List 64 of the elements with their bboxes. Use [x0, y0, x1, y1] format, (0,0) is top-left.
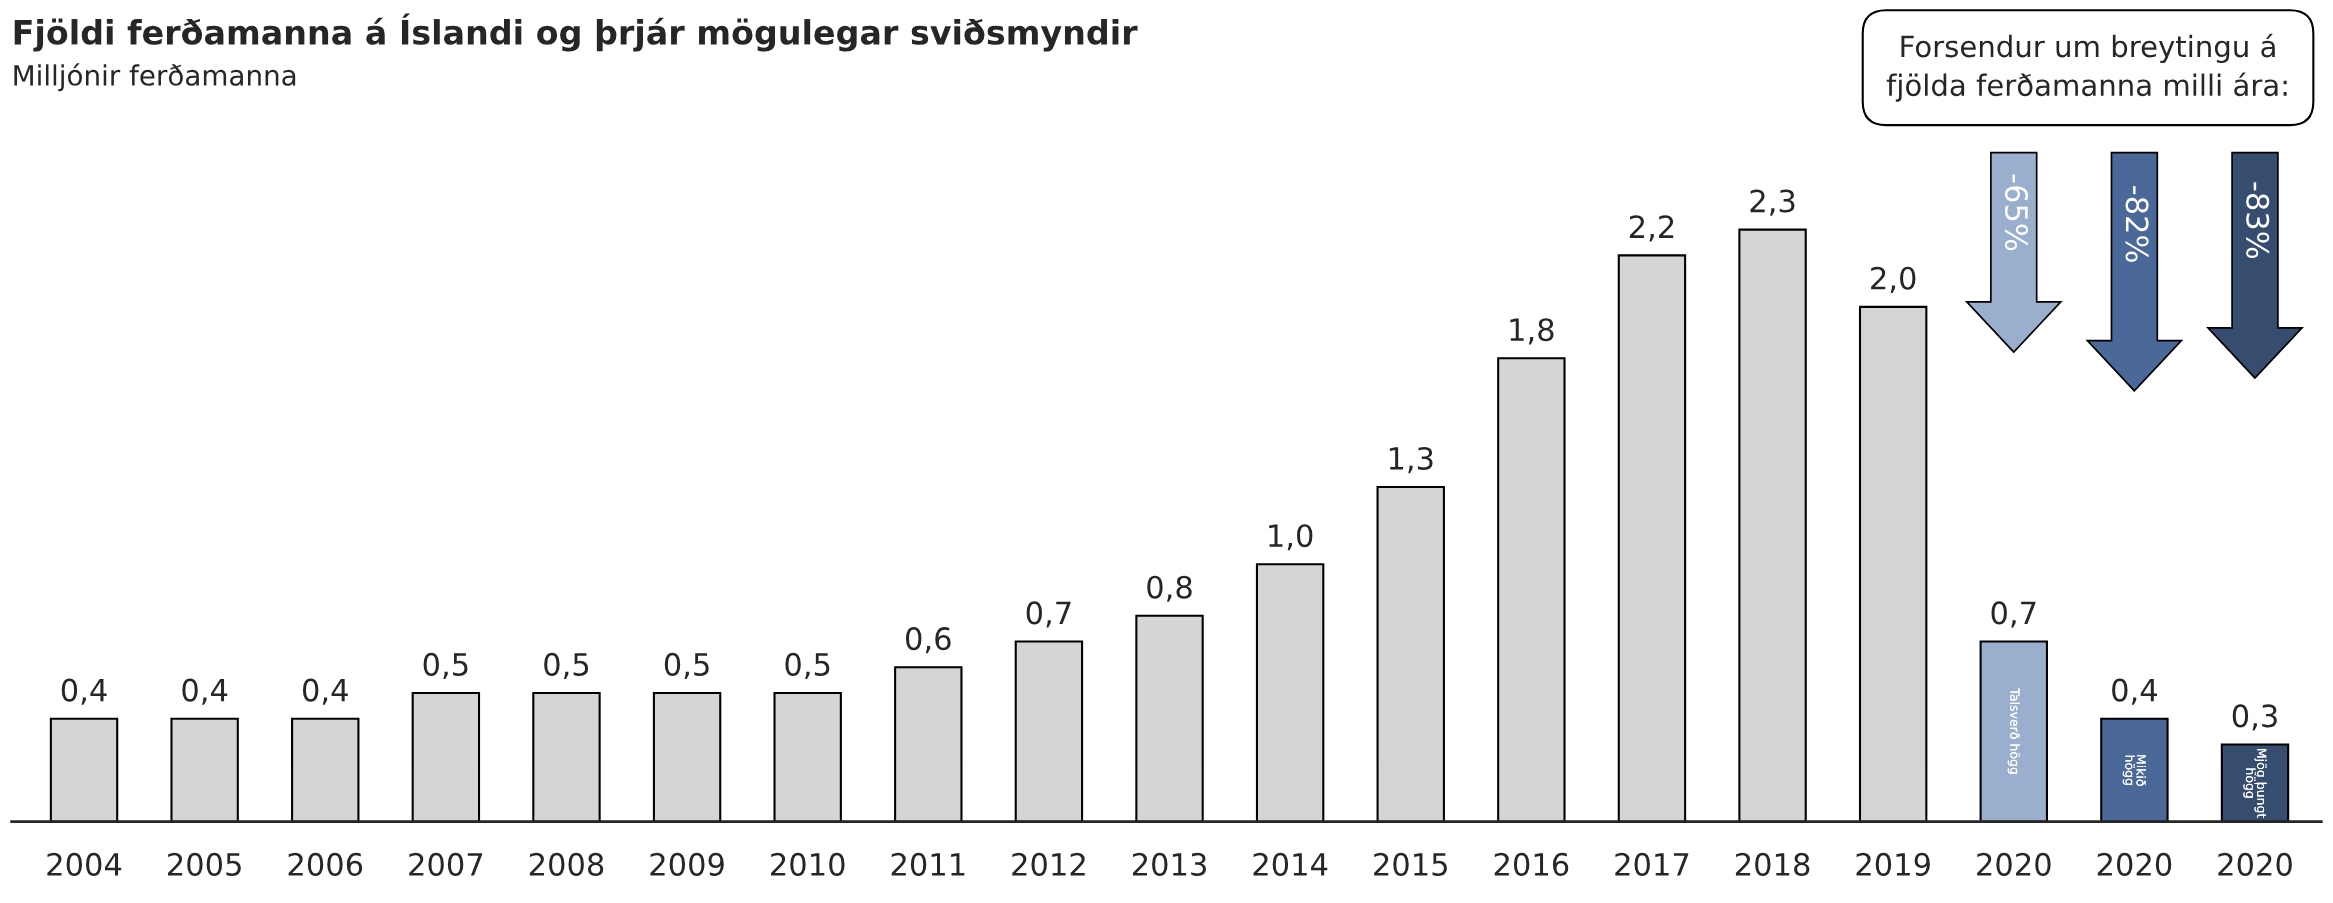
- bar: [1135, 614, 1204, 822]
- chart-subtitle: Milljónir ferðamanna: [14, 63, 296, 92]
- x-tick-label: 2020: [2218, 852, 2292, 876]
- x-tick-label: 2014: [1253, 852, 1328, 876]
- bar: [49, 717, 119, 822]
- data-label: 0,4: [61, 678, 107, 705]
- data-label: 0,4: [2112, 678, 2157, 705]
- bar: [1376, 486, 1445, 822]
- bar: [1858, 305, 1928, 822]
- bar: [532, 691, 601, 822]
- x-tick-label: 2016: [1494, 852, 1569, 876]
- bar: [894, 666, 963, 822]
- text: Forsendur um breytingu á fjölda ferðamanna milli ára:: [1886, 33, 2287, 102]
- data-label: 0,5: [423, 652, 468, 680]
- chart-title: Fjöldi ferðamanna á Íslandi og þrjár mögulegar sviðsmyndir: [14, 13, 1138, 52]
- bar: [1014, 640, 1084, 822]
- data-label: 1,8: [1510, 318, 1554, 345]
- x-tick-label: 2017: [1615, 852, 1689, 876]
- x-tick-label: 2013: [1132, 852, 1206, 876]
- annotation: -83%: [2246, 182, 2270, 259]
- bar: [1738, 228, 1807, 822]
- annotation: -82%: [2125, 186, 2149, 262]
- x-tick-label: 2006: [288, 852, 363, 876]
- data-label: 0,4: [302, 678, 348, 705]
- bar: [291, 717, 360, 822]
- bar: [773, 691, 842, 822]
- x-tick-label: 2020: [1977, 852, 2051, 876]
- x-tick-label: 2008: [529, 852, 604, 876]
- x-tick-label: 2004: [47, 852, 122, 876]
- bar: [652, 691, 722, 822]
- data-label: 2,2: [1629, 215, 1674, 242]
- annotation: Mikið högg: [2122, 755, 2147, 786]
- data-label: 1,3: [1389, 446, 1433, 474]
- x-tick-label: 2019: [1856, 852, 1930, 876]
- bar: [1497, 357, 1566, 822]
- data-label: 0,8: [1147, 575, 1192, 602]
- data-label: 0,7: [1026, 601, 1071, 628]
- data-label: 0,6: [906, 627, 951, 654]
- bar: [411, 691, 481, 822]
- bar: [1979, 640, 2048, 822]
- data-label: 0,7: [1991, 601, 2036, 628]
- x-tick-label: 2011: [891, 852, 965, 876]
- annotation: Mjög þungt högg: [2243, 749, 2267, 819]
- bar: [170, 717, 239, 822]
- bar: [1255, 563, 1325, 822]
- data-label: 0,5: [544, 652, 589, 680]
- x-tick-label: 2009: [650, 852, 724, 876]
- x-tick-label: 2005: [168, 852, 241, 876]
- x-tick-label: 2007: [409, 852, 483, 876]
- x-tick-label: 2018: [1735, 852, 1810, 876]
- x-tick-label: 2012: [1012, 852, 1085, 876]
- annotation: -65%: [2004, 174, 2029, 251]
- data-label: 0,5: [785, 652, 830, 680]
- x-tick-label: 2020: [2097, 852, 2172, 876]
- data-label: 2,3: [1750, 189, 1795, 216]
- data-label: 2,0: [1871, 266, 1916, 293]
- bar: [1617, 254, 1687, 822]
- data-label: 1,0: [1269, 524, 1313, 551]
- data-label: 0,3: [2232, 704, 2277, 731]
- annotation: Talsverð högg: [2007, 688, 2020, 774]
- data-label: 0,4: [182, 678, 228, 705]
- data-label: 0,5: [664, 652, 709, 680]
- x-tick-label: 2010: [771, 852, 845, 876]
- x-tick-label: 2015: [1374, 852, 1447, 876]
